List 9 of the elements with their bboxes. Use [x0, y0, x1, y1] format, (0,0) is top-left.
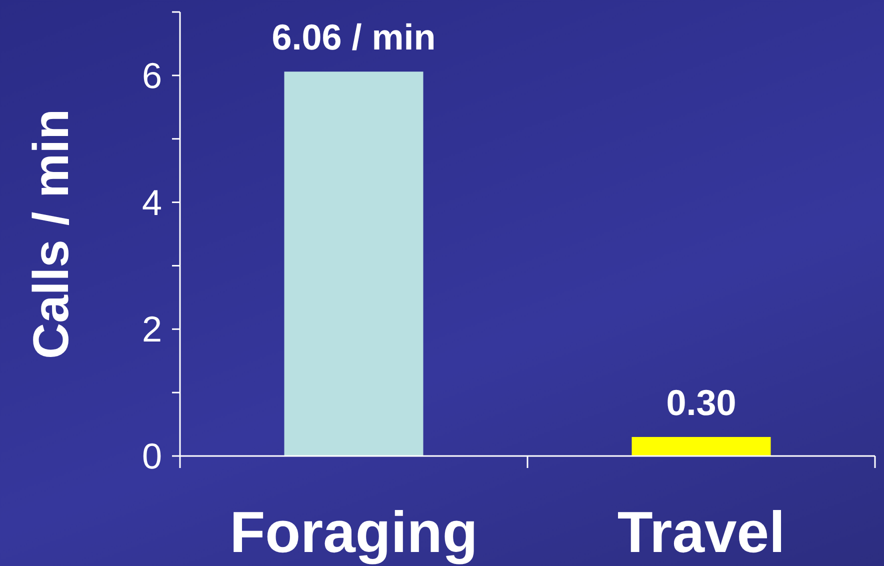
data-label: 0.30 — [666, 382, 736, 423]
y-tick-label: 4 — [142, 182, 162, 223]
y-tick-label: 2 — [142, 308, 162, 350]
x-tick-label: Travel — [617, 500, 786, 565]
y-tick-label: 0 — [142, 436, 162, 477]
data-label: 6.06 / min — [272, 16, 436, 58]
y-tick-label: 6 — [142, 55, 162, 96]
y-axis-title: Calls / min — [23, 108, 79, 360]
x-tick-label: Foraging — [230, 500, 478, 565]
